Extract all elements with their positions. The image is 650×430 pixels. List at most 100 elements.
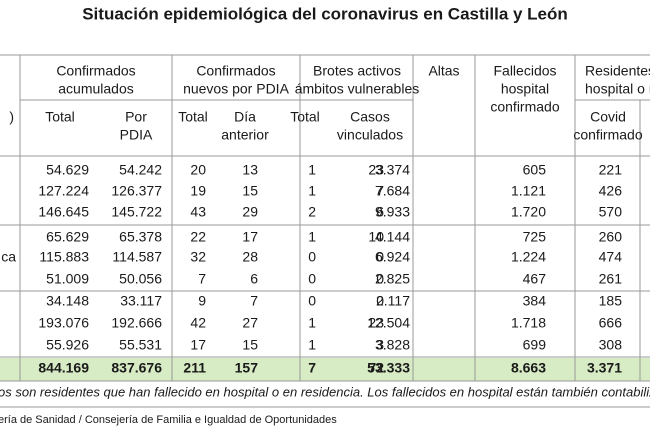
cell: 54.242 xyxy=(119,162,162,178)
sub-header: Total xyxy=(178,109,208,125)
total-cell: 72 xyxy=(368,360,384,376)
cell: 3.828 xyxy=(375,337,410,353)
cell: 23 xyxy=(368,162,384,178)
cell: 192.666 xyxy=(111,315,162,331)
cell: 0 xyxy=(376,249,384,265)
group-header: Altas xyxy=(428,63,459,79)
cell: 0 xyxy=(308,271,316,287)
cell: 19 xyxy=(190,183,206,199)
cell: 1.720 xyxy=(511,204,546,220)
total-cell: 211 xyxy=(183,360,206,376)
sub-header: vinculados xyxy=(337,127,403,143)
cell: 7 xyxy=(250,293,258,309)
cell: 17 xyxy=(190,337,206,353)
cell: 32 xyxy=(190,249,206,265)
group-header: ámbitos vulnerables xyxy=(295,81,420,97)
total-cell: 844.169 xyxy=(38,360,89,376)
cell: 474 xyxy=(599,249,623,265)
group-header: Residentes xyxy=(585,63,650,79)
cell: 33.117 xyxy=(120,293,162,309)
cell: 12.504 xyxy=(367,315,410,331)
cell: 2.825 xyxy=(375,271,410,287)
cell: 145.722 xyxy=(111,204,162,220)
cell: 570 xyxy=(599,204,623,220)
cell: 10 xyxy=(368,229,384,245)
cell: 1 xyxy=(308,229,316,245)
cell: 7.684 xyxy=(375,183,410,199)
cell: 725 xyxy=(523,229,547,245)
cell: 65.378 xyxy=(119,229,162,245)
total-row-bg xyxy=(0,358,650,381)
sub-header: Covid xyxy=(590,109,626,125)
cell: 34.148 xyxy=(46,293,89,309)
cell: 384 xyxy=(523,293,547,309)
cell: 7 xyxy=(198,271,206,287)
cell: 3 xyxy=(376,337,384,353)
sub-header: Total xyxy=(45,109,75,125)
total-cell: 7 xyxy=(308,360,316,376)
cell: 1 xyxy=(308,162,316,178)
cell: 1 xyxy=(308,315,316,331)
cell: 42 xyxy=(190,315,206,331)
cell: 17 xyxy=(242,229,258,245)
cell: 308 xyxy=(599,337,623,353)
cell: 28 xyxy=(242,249,258,265)
cell: 65.629 xyxy=(46,229,89,245)
cell: 6 xyxy=(250,271,258,287)
cell: 13 xyxy=(242,162,258,178)
sub-header: anterior xyxy=(221,127,269,143)
cell: 126.377 xyxy=(111,183,162,199)
cell: 127.224 xyxy=(38,183,89,199)
cell: 50.056 xyxy=(119,271,162,287)
cell: 0 xyxy=(308,293,316,309)
cell: 185 xyxy=(599,293,623,309)
group-header: acumulados xyxy=(58,81,134,97)
cell: 22 xyxy=(190,229,206,245)
group-header: Fallecidos xyxy=(493,63,556,79)
footnote: os son residentes que han fallecido en h… xyxy=(0,384,650,399)
cell: 1.121 xyxy=(511,183,546,199)
cell: 51.009 xyxy=(46,271,89,287)
sub-header: Total xyxy=(290,109,320,125)
cell: 605 xyxy=(523,162,547,178)
cell: 9.933 xyxy=(375,204,410,220)
sub-header: PDIA xyxy=(120,127,153,143)
cell: 0 xyxy=(308,249,316,265)
cell: 29 xyxy=(242,204,258,220)
sub-header: confirmado xyxy=(573,127,642,143)
group-header: Confirmados xyxy=(196,63,275,79)
cell: 9 xyxy=(198,293,206,309)
cell: 55.926 xyxy=(46,337,89,353)
cell: 43 xyxy=(190,204,206,220)
cell: 15 xyxy=(242,183,258,199)
cell: 6 xyxy=(376,204,384,220)
cell: 7 xyxy=(376,183,384,199)
total-cell: 8.663 xyxy=(511,360,546,376)
cell: 20 xyxy=(190,162,206,178)
cell: 193.076 xyxy=(38,315,89,331)
cell: 426 xyxy=(599,183,623,199)
cell: 3.374 xyxy=(375,162,410,178)
group-header: hospital xyxy=(501,81,549,97)
cell: 1 xyxy=(308,337,316,353)
cell: 699 xyxy=(523,337,547,353)
source: ería de Sanidad / Consejería de Familia … xyxy=(0,414,337,426)
group-header: nuevos por PDIA xyxy=(183,81,289,97)
cell: 1.718 xyxy=(511,315,546,331)
sub-header: Casos xyxy=(350,109,390,125)
total-cell: 157 xyxy=(235,360,259,376)
cell: 146.645 xyxy=(38,204,89,220)
cell: 4.144 xyxy=(375,229,410,245)
group-header: Brotes activos xyxy=(313,63,401,79)
cell: 27 xyxy=(242,315,258,331)
row-label: ca xyxy=(1,249,16,265)
total-cell: 53.333 xyxy=(367,360,410,376)
cell: 55.531 xyxy=(119,337,162,353)
group-header: Confirmados xyxy=(56,63,135,79)
cell: 54.629 xyxy=(46,162,89,178)
cell: 1 xyxy=(308,183,316,199)
sub-header: Por xyxy=(125,109,147,125)
total-cell: 3.371 xyxy=(587,360,622,376)
cell: 115.883 xyxy=(39,249,89,265)
